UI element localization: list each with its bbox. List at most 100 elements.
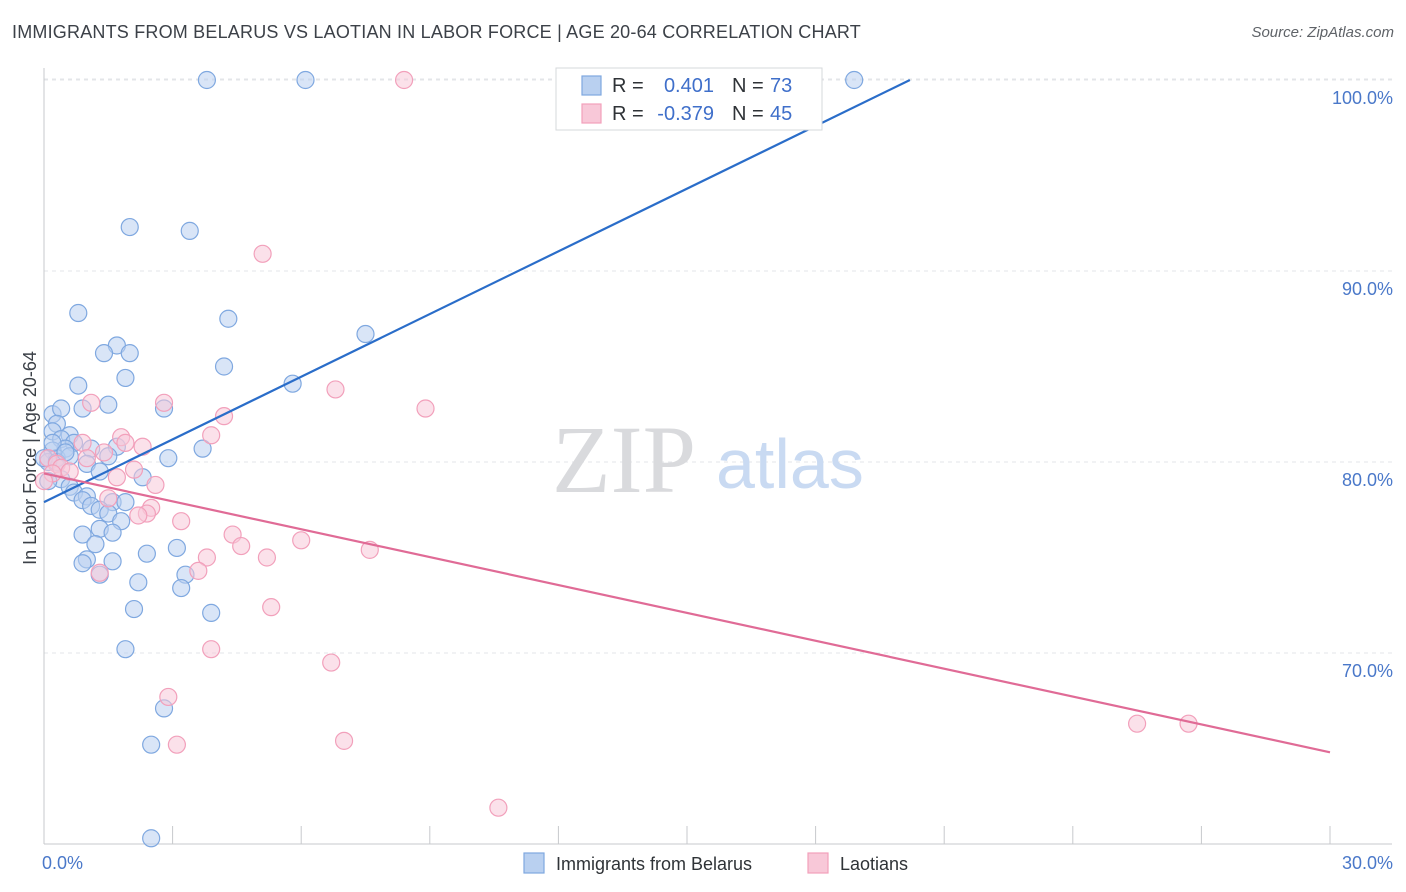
y-tick-label: 90.0%	[1342, 279, 1393, 299]
watermark-zip: ZIP	[552, 406, 696, 513]
y-tick-label: 80.0%	[1342, 470, 1393, 490]
point-laotians	[253, 244, 272, 263]
x-tick-label: 30.0%	[1342, 853, 1393, 873]
series-legend-swatch-laotians	[807, 852, 829, 874]
series-legend-label-belarus: Immigrants from Belarus	[556, 854, 752, 874]
point-belarus	[214, 357, 234, 376]
legend-stats-box: R = 0.401 N = 73 R = -0.379 N = 45	[555, 67, 823, 131]
point-belarus	[219, 309, 238, 328]
point-belarus	[137, 544, 156, 563]
point-laotians	[197, 548, 216, 567]
point-belarus	[86, 535, 105, 554]
point-belarus	[180, 221, 199, 240]
legend-n-label-laotians: N =	[732, 103, 764, 125]
point-laotians	[34, 472, 54, 491]
series-legend: Immigrants from Belarus Laotians	[523, 852, 908, 874]
point-belarus	[202, 603, 221, 622]
point-belarus	[52, 399, 71, 418]
watermark: ZIP atlas	[552, 406, 864, 513]
watermark-atlas: atlas	[716, 425, 864, 503]
point-belarus	[142, 735, 161, 754]
point-belarus	[99, 395, 118, 414]
point-belarus	[69, 376, 88, 395]
point-belarus	[356, 324, 375, 344]
point-laotians	[94, 443, 114, 462]
legend-swatch-belarus	[581, 75, 602, 96]
tick-labels: 70.0% 80.0% 90.0% 100.0% 0.0% 30.0%	[42, 88, 1393, 873]
point-laotians	[73, 433, 92, 452]
point-belarus	[116, 640, 135, 659]
legend-n-label-belarus: N =	[732, 75, 764, 97]
point-belarus	[94, 344, 114, 363]
trendline-belarus	[43, 79, 911, 504]
series-legend-label-laotians: Laotians	[840, 854, 908, 874]
point-laotians	[172, 512, 191, 531]
point-belarus	[197, 70, 216, 90]
point-laotians	[1127, 714, 1147, 733]
point-belarus	[129, 573, 148, 592]
point-belarus	[124, 599, 144, 619]
point-belarus	[120, 217, 139, 237]
point-belarus	[296, 70, 315, 90]
point-belarus	[120, 344, 139, 363]
point-belarus	[103, 552, 122, 571]
point-laotians	[107, 468, 126, 487]
y-tick-label: 70.0%	[1342, 661, 1393, 681]
point-laotians	[292, 531, 311, 550]
x-tick-label: 0.0%	[42, 853, 83, 873]
legend-r-label-laotians: R =	[612, 103, 644, 125]
point-laotians	[82, 393, 101, 412]
point-belarus	[845, 70, 864, 90]
point-belarus	[73, 525, 92, 544]
point-belarus	[172, 578, 191, 598]
y-tick-label: 100.0%	[1332, 88, 1393, 108]
point-laotians	[326, 380, 345, 399]
point-laotians	[159, 687, 178, 707]
point-belarus	[193, 439, 212, 458]
y-axis-title: In Labor Force | Age 20-64	[20, 351, 40, 565]
point-belarus	[116, 493, 135, 512]
trend-lines	[43, 79, 1331, 754]
series-legend-swatch-belarus	[523, 852, 545, 874]
point-laotians	[202, 640, 221, 659]
point-belarus	[73, 554, 92, 573]
axes	[43, 68, 1392, 845]
legend-n-value-laotians: 45	[770, 103, 792, 125]
point-laotians	[133, 437, 152, 456]
point-laotians	[77, 449, 96, 468]
point-laotians	[322, 653, 341, 672]
point-laotians	[262, 598, 281, 617]
point-laotians	[232, 536, 251, 556]
point-belarus	[69, 303, 88, 323]
point-belarus	[159, 449, 178, 468]
point-belarus	[103, 523, 122, 542]
data-points	[34, 70, 1198, 848]
legend-r-value-belarus: 0.401	[664, 75, 714, 97]
point-laotians	[394, 70, 414, 90]
point-laotians	[90, 563, 109, 582]
point-laotians	[124, 460, 144, 479]
point-laotians	[129, 506, 148, 525]
legend-r-label-belarus: R =	[612, 75, 644, 97]
legend-r-value-laotians: -0.379	[657, 103, 714, 125]
point-laotians	[416, 399, 435, 418]
point-laotians	[116, 433, 135, 452]
point-belarus	[167, 538, 186, 558]
point-laotians	[146, 475, 165, 495]
point-belarus	[142, 829, 161, 848]
grid-lines	[44, 78, 1394, 654]
source-label: Source: ZipAtlas.com	[1251, 24, 1394, 41]
point-laotians	[334, 731, 354, 750]
point-laotians	[99, 489, 118, 508]
point-laotians	[167, 735, 186, 754]
point-laotians	[189, 561, 208, 580]
point-laotians	[489, 798, 508, 817]
legend-swatch-laotians	[581, 103, 602, 124]
point-belarus	[116, 368, 135, 388]
chart-title: IMMIGRANTS FROM BELARUS VS LAOTIAN IN LA…	[12, 22, 861, 42]
trendline-laotians	[43, 472, 1331, 754]
legend-n-value-belarus: 73	[770, 75, 792, 97]
point-laotians	[202, 426, 221, 445]
point-laotians	[154, 393, 174, 412]
